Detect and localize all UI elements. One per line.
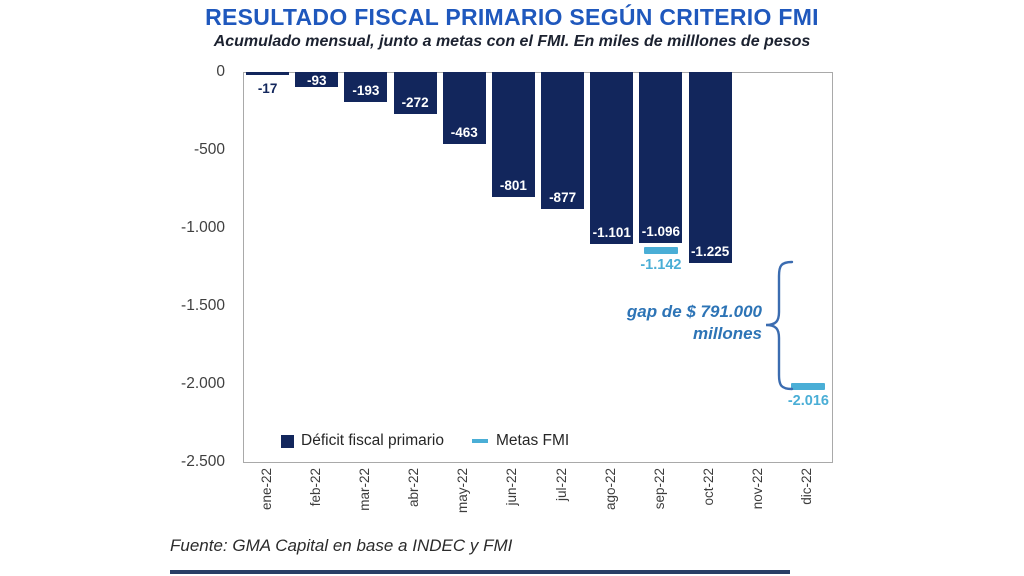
bottom-divider: [170, 570, 790, 574]
deficit-bar: [393, 72, 437, 115]
x-axis-tick-label: nov-22: [750, 468, 766, 510]
meta-value-label: -1.142: [640, 257, 682, 274]
legend-label-deficit: Déficit fiscal primario: [301, 432, 444, 449]
gap-annotation-line2: millones: [693, 324, 762, 343]
meta-value-label: -2.016: [787, 393, 829, 410]
bar-value-label: -93: [306, 73, 327, 88]
bar-value-label: -877: [549, 189, 577, 205]
y-axis-tick-label: -2.500: [181, 453, 225, 470]
deficit-bar: [491, 72, 535, 197]
bar-value-label: -801: [499, 177, 527, 193]
chart-subtitle: Acumulado mensual, junto a metas con el …: [213, 33, 811, 50]
y-axis-tick-label: -500: [193, 141, 225, 158]
meta-dash-marker: [643, 246, 678, 254]
bar-value-label: -193: [352, 83, 380, 99]
legend-label-metas: Metas FMI: [495, 432, 570, 449]
deficit-series-swatch-icon: [281, 434, 294, 448]
deficit-bar: [541, 72, 585, 209]
y-axis-tick-label: -2.000: [181, 375, 225, 392]
y-axis-tick-label: -1.000: [181, 219, 225, 236]
deficit-bar: [688, 72, 732, 264]
deficit-bar: [344, 72, 388, 103]
x-axis-tick-label: abr-22: [406, 468, 422, 508]
bar-value-label: -1.096: [641, 223, 681, 239]
y-axis-tick-label: 0: [216, 63, 225, 80]
source-note: Fuente: GMA Capital en base a INDEC y FM…: [170, 536, 513, 555]
y-axis-tick-label: -1.500: [181, 297, 225, 314]
x-axis-tick-label: may-22: [455, 468, 471, 514]
bar-value-label: -1.225: [690, 244, 730, 260]
deficit-bar: [246, 72, 290, 75]
deficit-bar: [639, 72, 683, 243]
gap-annotation: gap de $ 791.000 millones: [480, 301, 762, 345]
x-axis-tick-label: mar-22: [356, 468, 372, 511]
x-axis-tick-label: jun-22: [504, 468, 520, 506]
bar-value-label: -1.101: [592, 224, 631, 240]
x-axis-tick-label: jul-22: [553, 468, 569, 502]
x-axis-tick-label: sep-22: [651, 468, 667, 510]
gap-brace-icon: [765, 260, 794, 391]
deficit-bar: [295, 72, 339, 87]
bar-value-label: -463: [450, 125, 478, 141]
meta-dash-marker: [791, 382, 826, 390]
plot-area: [243, 72, 833, 463]
gap-annotation-line1: gap de $ 791.000: [626, 302, 762, 321]
deficit-bar: [442, 72, 486, 145]
x-axis-tick-label: oct-22: [701, 468, 717, 506]
bar-value-label: -17: [257, 80, 278, 96]
x-axis-tick-label: ago-22: [602, 468, 618, 511]
x-axis-tick-label: dic-22: [799, 468, 815, 505]
x-axis-tick-label: feb-22: [307, 468, 323, 507]
bar-value-label: -272: [401, 95, 429, 111]
deficit-bar: [590, 72, 634, 244]
metas-series-dash-icon: [471, 439, 488, 443]
chart-title: RESULTADO FISCAL PRIMARIO SEGÚN CRITERIO…: [205, 4, 819, 30]
chart-legend: Déficit fiscal primario Metas FMI: [281, 432, 569, 450]
x-axis-tick-label: ene-22: [258, 468, 274, 511]
